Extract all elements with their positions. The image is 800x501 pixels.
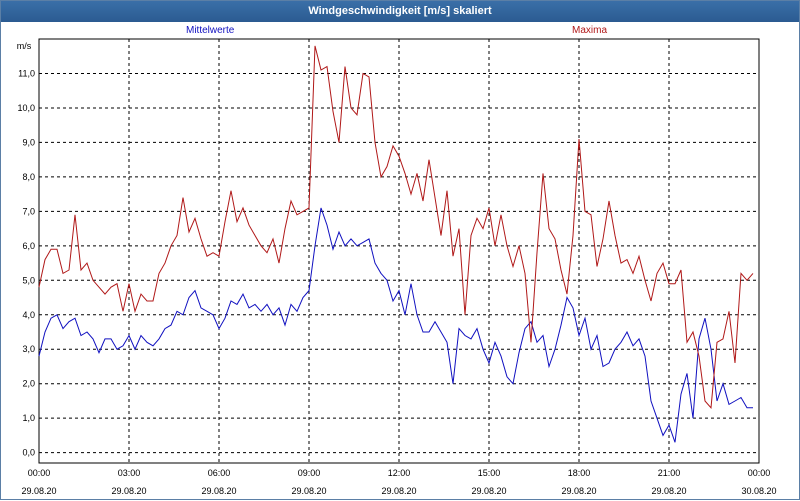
x-tick-date: 30.08.20	[741, 486, 776, 496]
legend-mittelwerte: Mittelwerte	[186, 25, 235, 36]
y-tick-label: 11,0	[18, 68, 35, 78]
x-tick-time: 12:00	[388, 468, 411, 478]
x-tick-time: 03:00	[118, 468, 141, 478]
y-tick-label: 1,0	[22, 413, 35, 423]
x-tick-time: 00:00	[28, 468, 51, 478]
x-tick-time: 18:00	[568, 468, 591, 478]
y-tick-label: 3,0	[22, 344, 35, 354]
x-tick-date: 29.08.20	[651, 486, 686, 496]
x-tick-date: 29.08.20	[201, 486, 236, 496]
legend-maxima: Maxima	[572, 25, 608, 36]
x-tick-time: 15:00	[478, 468, 501, 478]
y-tick-label: 0,0	[22, 448, 35, 458]
y-tick-label: 8,0	[22, 172, 35, 182]
y-tick-label: 5,0	[22, 275, 35, 285]
x-tick-date: 29.08.20	[471, 486, 506, 496]
x-tick-date: 29.08.20	[21, 486, 56, 496]
x-tick-date: 29.08.20	[381, 486, 416, 496]
window-title: Windgeschwindigkeit [m/s] skaliert	[1, 1, 799, 22]
y-tick-label: 6,0	[22, 241, 35, 251]
x-tick-date: 29.08.20	[111, 486, 146, 496]
x-tick-time: 00:00	[748, 468, 771, 478]
y-tick-label: 9,0	[22, 137, 35, 147]
x-tick-time: 21:00	[658, 468, 681, 478]
x-tick-date: 29.08.20	[291, 486, 326, 496]
x-tick-time: 09:00	[298, 468, 321, 478]
y-tick-label: 4,0	[22, 310, 35, 320]
x-tick-time: 06:00	[208, 468, 231, 478]
series-line-mittelwerte	[38, 207, 753, 443]
y-tick-label: 7,0	[22, 206, 35, 216]
y-tick-label: 2,0	[22, 379, 35, 389]
y-axis-label: m/s	[17, 41, 32, 51]
x-tick-date: 29.08.20	[561, 486, 596, 496]
y-tick-label: 10,0	[17, 103, 35, 113]
series-line-maxima	[38, 45, 754, 410]
